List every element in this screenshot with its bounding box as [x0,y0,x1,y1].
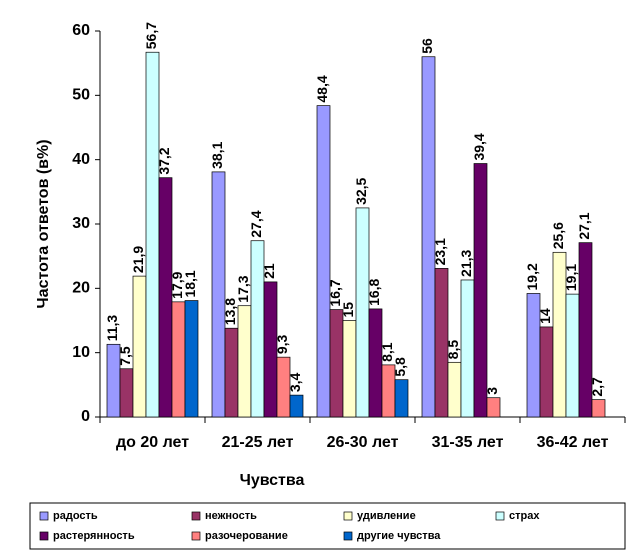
value-label: 39,4 [471,133,487,160]
x-tick-label: до 20 лет [116,434,189,451]
value-label: 7,5 [117,346,133,366]
bar [591,399,606,418]
legend-swatch [191,511,201,521]
bar [434,268,449,418]
x-tick-label: 21-25 лет [222,434,294,451]
legend-label: удивление [357,510,416,522]
value-label: 23,1 [432,238,448,265]
bar [539,326,554,418]
value-label: 8,5 [445,340,461,360]
x-tick-label: 36-42 лет [537,434,609,451]
y-tick-label: 40 [72,151,90,168]
bar [473,163,488,418]
y-tick-label: 60 [72,22,90,39]
legend-swatch [343,511,353,521]
y-tick-label: 10 [72,344,90,361]
x-tick-label: 26-30 лет [327,434,399,451]
value-label: 14 [537,308,553,324]
value-label: 3,4 [287,372,303,392]
bar [421,56,436,418]
legend-swatch [343,531,353,541]
legend-label: страх [509,510,540,522]
x-tick-label: 31-35 лет [432,434,504,451]
bar [211,171,226,418]
value-label: 16,7 [327,279,343,306]
value-label: 21 [261,263,277,279]
value-label: 37,2 [156,147,172,174]
value-label: 11,3 [104,315,120,342]
legend-box [29,502,626,550]
legend-label: радость [53,510,98,522]
value-label: 15 [340,302,356,318]
bar [119,368,134,418]
y-tick-label: 50 [72,87,90,104]
y-tick-label: 0 [81,408,90,425]
y-tick-label: 30 [72,215,90,232]
value-label: 48,4 [314,75,330,102]
value-label: 21,3 [458,250,474,277]
bar [145,51,160,418]
bar [578,242,593,418]
legend-label: другие чувства [357,530,441,542]
value-label: 8,1 [379,342,395,362]
bar [565,293,580,418]
x-axis-title: Чувства [240,472,305,489]
y-axis-title: Частота ответов (в%) [35,139,52,308]
bar [486,397,501,418]
bar [276,356,291,418]
bar [289,394,304,418]
value-label: 27,4 [248,210,264,237]
bar [263,281,278,418]
legend-label: растерянность [53,530,135,542]
bar [329,309,344,418]
value-label: 21,9 [130,246,146,273]
value-label: 56 [419,38,435,54]
value-label: 9,3 [274,334,290,354]
value-label: 13,8 [222,298,238,325]
legend-swatch [39,511,49,521]
bar [237,305,252,418]
value-label: 17,9 [169,271,185,298]
y-tick-label: 20 [72,280,90,297]
value-label: 17,3 [235,275,251,302]
bar [184,300,199,418]
value-label: 18,1 [182,270,198,297]
bar [158,177,173,418]
value-label: 27,1 [576,212,592,239]
bar [342,320,357,418]
bar [132,275,147,418]
legend-label: нежность [205,510,257,522]
value-label: 25,6 [550,222,566,249]
bar [355,207,370,418]
value-label: 38,1 [209,141,225,168]
value-label: 19,2 [524,263,540,290]
bar [316,105,331,418]
bar [394,379,409,418]
value-label: 5,8 [392,357,408,377]
legend-swatch [39,531,49,541]
legend-swatch [495,511,505,521]
legend-swatch [191,531,201,541]
bar [460,279,475,418]
value-label: 3 [484,387,500,395]
bar [171,301,186,418]
legend-label: разочерование [205,530,288,542]
value-label: 19,1 [563,264,579,291]
value-label: 16,8 [366,278,382,305]
value-label: 56,7 [143,22,159,49]
bar [224,327,239,418]
value-label: 32,5 [353,177,369,204]
bar [447,361,462,418]
value-label: 2,7 [589,377,605,397]
bar [368,308,383,418]
